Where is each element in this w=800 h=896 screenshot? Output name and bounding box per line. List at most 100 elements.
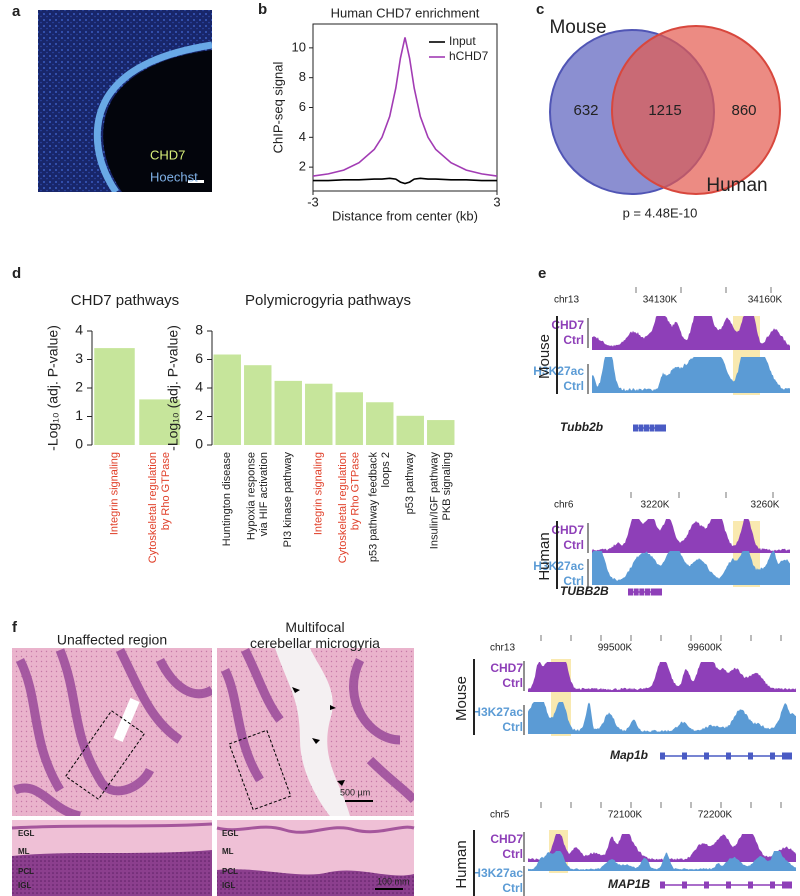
signal-track — [592, 357, 790, 393]
signal-track — [528, 702, 796, 734]
layer-label: EGL — [222, 829, 239, 838]
microscopy-image — [38, 10, 212, 192]
coordinate-tick — [570, 635, 572, 641]
venn-count: 632 — [573, 102, 598, 119]
y-tick-label: 0 — [195, 436, 203, 452]
venn-count: 1215 — [648, 102, 681, 119]
y-tick-label: 4 — [75, 322, 83, 338]
gene-name: Tubb2b — [560, 420, 603, 434]
coordinate-tick — [630, 802, 632, 808]
y-tick-label: 6 — [299, 99, 306, 114]
histology-image — [12, 648, 212, 816]
layer-label: ML — [18, 847, 30, 856]
bar — [274, 380, 302, 445]
y-tick-label: 4 — [195, 379, 203, 395]
coordinate-tick — [770, 287, 772, 293]
gene-exon — [782, 752, 792, 760]
track-label: CHD7 — [490, 661, 523, 675]
x-tick-label: Hypoxia responsevia HIF activation — [245, 452, 270, 540]
track-label: Ctrl — [502, 720, 523, 734]
track-label: CHD7 — [551, 318, 584, 332]
coordinate-tick — [635, 287, 637, 293]
layer-label: PCL — [18, 867, 34, 876]
panel-label: c — [536, 1, 544, 18]
coordinate-tick — [600, 635, 602, 641]
signal-track — [592, 316, 790, 350]
series-line — [313, 177, 497, 185]
gene-name: Map1b — [610, 748, 648, 762]
set-label: Human — [706, 175, 767, 196]
y-tick-label: 0 — [75, 436, 83, 452]
x-tick-label: p53 pathway feedbackloops 2 — [367, 452, 392, 563]
x-tick-label: Cytoskeletal regulationby Rho GTPase — [147, 452, 172, 563]
x-axis-label: Distance from center (kb) — [332, 208, 478, 223]
histology-layer — [217, 869, 414, 896]
coordinate-tick — [720, 635, 722, 641]
track-label: Ctrl — [502, 847, 523, 861]
coordinate-label: 34130K — [643, 295, 678, 306]
signal-track — [592, 519, 790, 553]
gene-exon — [660, 752, 665, 760]
coordinate-tick — [750, 802, 752, 808]
signal-track — [592, 551, 790, 585]
bar — [305, 383, 333, 445]
coordinate-tick — [780, 802, 782, 808]
coordinate-label: 99500K — [598, 643, 633, 654]
set-label: Mouse — [549, 17, 606, 38]
gene-exon — [770, 881, 775, 889]
chromosome-label: chr5 — [490, 810, 510, 821]
gene-exon — [770, 752, 775, 760]
y-tick-label: 2 — [299, 159, 306, 174]
coordinate-label: 34160K — [748, 295, 783, 306]
gene-exon — [652, 588, 662, 596]
coordinate-tick — [678, 492, 680, 498]
y-axis-label: -Log₁₀ (adj. P-value) — [45, 325, 61, 451]
species-label: Mouse — [536, 334, 553, 379]
track-label: Ctrl — [502, 881, 523, 895]
gene-exon — [682, 881, 687, 889]
signal-track — [528, 662, 796, 692]
image-title: Multifocal cerebellar microgyria — [250, 619, 380, 651]
track-label: CHD7 — [551, 523, 584, 537]
x-tick-label: Insulin/IGF pathwayPKB signaling — [428, 452, 453, 550]
stain-label: Hoechst — [150, 169, 198, 184]
gene-exon — [633, 588, 639, 596]
gene-exon — [633, 424, 638, 432]
bar — [94, 348, 135, 445]
gene-exon — [645, 588, 650, 596]
bar — [244, 365, 272, 445]
chart-title: Polymicrogyria pathways — [245, 292, 411, 309]
coordinate-tick — [570, 802, 572, 808]
series-line — [312, 37, 498, 177]
coordinate-tick — [660, 635, 662, 641]
coordinate-tick — [725, 492, 727, 498]
coordinate-tick — [725, 287, 727, 293]
x-tick-label: 3 — [493, 194, 500, 209]
bar — [213, 354, 241, 445]
y-tick-label: 8 — [299, 69, 306, 84]
coordinate-tick — [772, 492, 774, 498]
coordinate-label: 3260K — [751, 500, 780, 511]
layer-label: PCL — [222, 867, 238, 876]
coordinate-tick — [660, 802, 662, 808]
gene-exon — [660, 881, 665, 889]
track-label: Ctrl — [563, 333, 584, 347]
gene-exon — [656, 424, 666, 432]
x-tick-label: Integrin signaling — [108, 452, 120, 535]
bar — [366, 402, 394, 445]
track-label: H3K27ac — [533, 559, 584, 573]
coordinate-label: 72200K — [698, 810, 733, 821]
layer-label: IGL — [18, 881, 31, 890]
layer-label: ML — [222, 847, 234, 856]
track-label: Ctrl — [563, 538, 584, 552]
signal-track — [528, 834, 796, 862]
y-tick-label: 3 — [75, 350, 83, 366]
coordinate-tick — [750, 635, 752, 641]
gene-exon — [649, 424, 655, 432]
panel-label: a — [12, 3, 21, 20]
x-tick-label: Integrin signaling — [313, 452, 325, 535]
bar — [335, 392, 363, 445]
bar — [427, 420, 455, 445]
y-tick-label: 6 — [195, 350, 203, 366]
track-label: H3K27ac — [533, 364, 584, 378]
